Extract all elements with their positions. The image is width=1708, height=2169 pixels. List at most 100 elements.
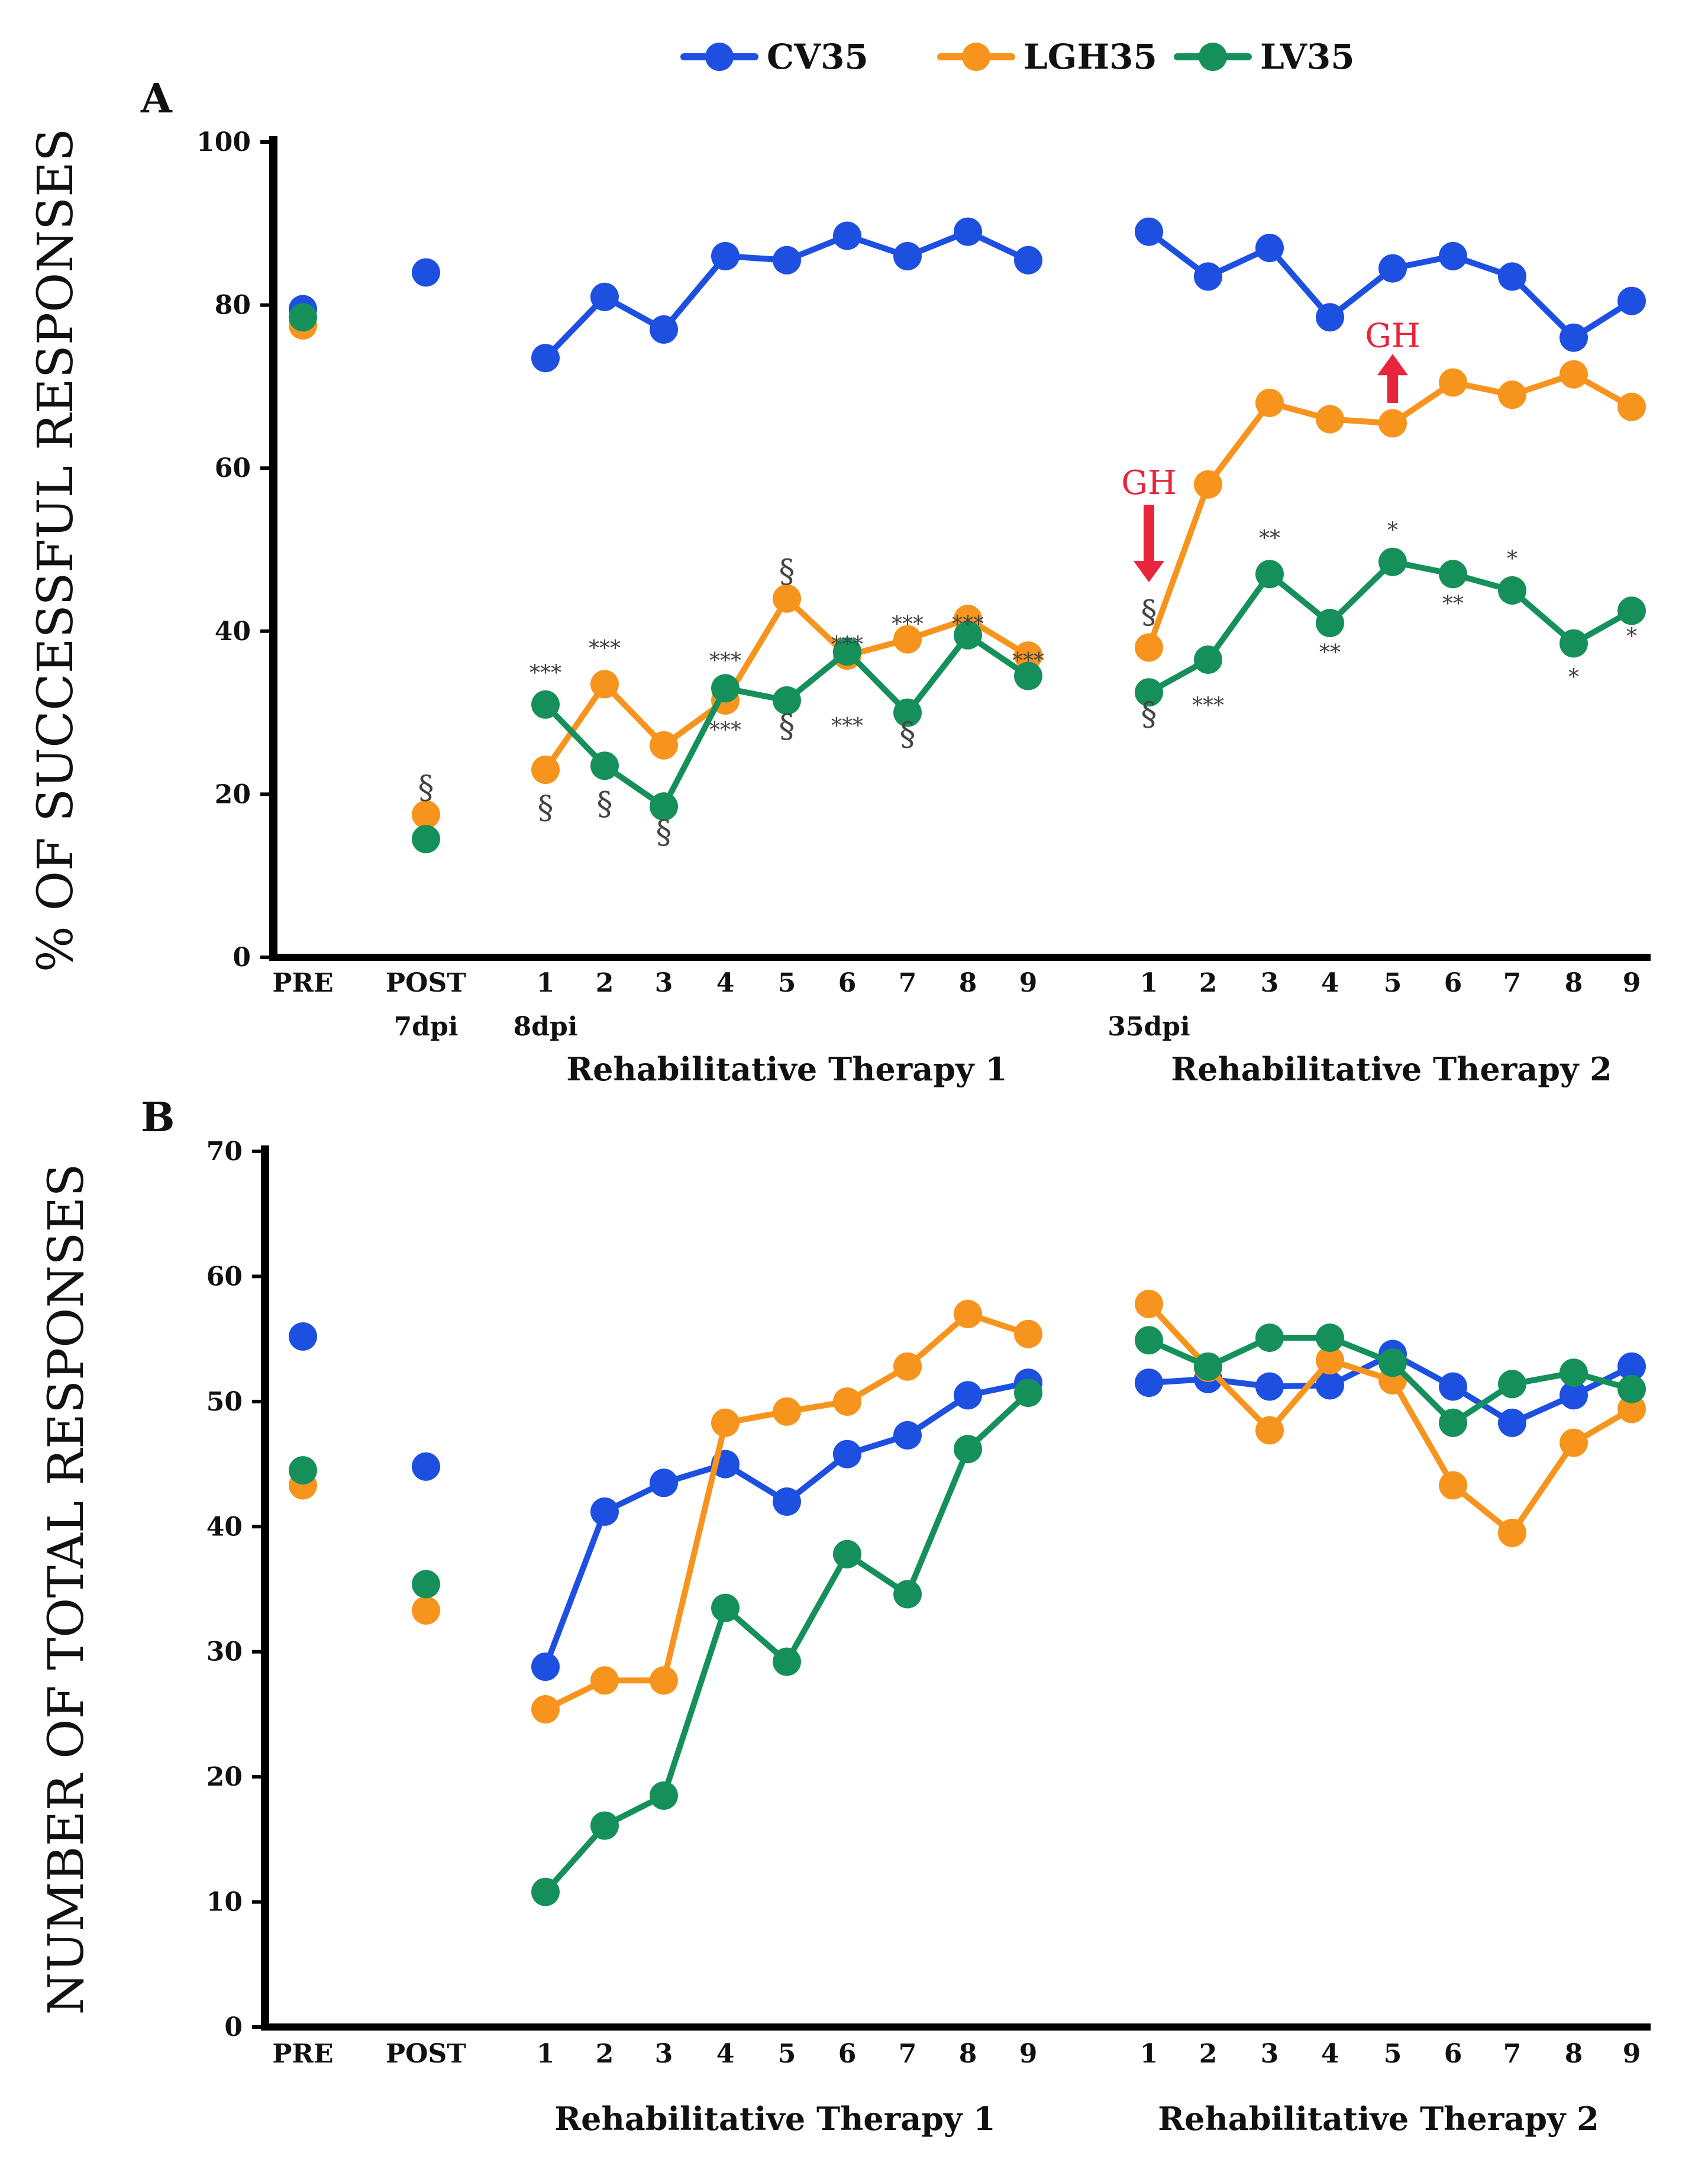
panel-b-x-tick-label: 2 — [1199, 2039, 1218, 2069]
panel-b-series-lv35-point — [1498, 1370, 1526, 1399]
panel-b-series-lv35-point — [1194, 1352, 1222, 1381]
panel-a-series-lv35-point — [1439, 560, 1467, 589]
panel-b-group-label: Rehabilitative Therapy 1 — [554, 2100, 995, 2138]
panel-a-y-tick-label: 0 — [233, 943, 251, 973]
panel-a-series-lv35-point — [590, 751, 619, 780]
panel-a-series-cv35-point — [531, 344, 560, 373]
panel-b-series-lgh35-point — [833, 1387, 861, 1416]
panel-a-group-label: Rehabilitative Therapy 1 — [566, 1050, 1007, 1088]
panel-a-section-mark: § — [900, 716, 916, 753]
panel-a-series-cv35-point — [1439, 241, 1467, 270]
panel-b-series-lv35-point — [1135, 1326, 1163, 1355]
panel-b-series-cv35-point — [954, 1381, 982, 1410]
panel-b-y-tick-label: 10 — [206, 1887, 243, 1918]
panel-b-x-tick-label: 9 — [1019, 2039, 1038, 2069]
panel-a-letter: A — [140, 75, 173, 122]
panel-a-y-tick-label: 60 — [215, 453, 251, 483]
panel-a-significance-label: *** — [952, 612, 984, 637]
panel-b-series-cv35-point — [412, 1452, 440, 1481]
panel-a-x-tick-label: 5 — [1384, 968, 1402, 998]
panel-a-series-cv35-point — [1194, 262, 1222, 291]
panel-b-series-lgh35-point — [1617, 1395, 1646, 1424]
panel-a-series-lv35-point — [893, 698, 922, 727]
panel-a-x-tick-label: 1 — [1140, 968, 1158, 998]
panel-a-x-sublabel: 35dpi — [1108, 1012, 1190, 1042]
panel-b-y-tick-label: 60 — [206, 1261, 243, 1292]
panel-a-series-lgh35-point — [1560, 360, 1588, 389]
panel-a-gh-arrow-up-icon — [1377, 354, 1408, 376]
panel-b-x-tick-label: 3 — [655, 2039, 673, 2069]
panel-b-y-axis-title: NUMBER OF TOTAL RESPONSES — [38, 1164, 95, 2015]
panel-b-series-cv35-point — [833, 1439, 861, 1468]
panel-b-series-lv35-point — [1255, 1324, 1284, 1352]
panel-b-series-lv35-point — [1014, 1379, 1042, 1408]
panel-b-x-tick-label: 9 — [1623, 2039, 1641, 2069]
panel-a-x-tick-label: 6 — [1444, 968, 1462, 998]
panel-a-section-mark: § — [656, 814, 672, 851]
panel-b-x-tick-label: 6 — [1444, 2039, 1462, 2069]
panel-b-y-tick-label: 70 — [206, 1137, 243, 1167]
panel-a-series-cv35-point — [711, 241, 740, 270]
panel-a-series-lv35-point — [833, 637, 861, 666]
panel-a-series-lv35-point — [412, 825, 440, 854]
legend-label-lgh35: LGH35 — [1023, 37, 1157, 77]
panel-b-series-cv35-point — [1560, 1381, 1588, 1410]
panel-a-series-cv35-point — [1617, 286, 1646, 315]
panel-a-significance-label: *** — [892, 612, 924, 637]
panel-b-series-lv35-point — [531, 1877, 560, 1906]
panel-a-gh-arrow-down-icon — [1134, 561, 1164, 583]
panel-b-series-lgh35-point — [954, 1299, 982, 1328]
panel-b-series-lv35-point — [893, 1580, 922, 1609]
panel-a-series-lv35-point — [531, 690, 560, 719]
panel-a-x-tick-label: 7 — [1503, 968, 1522, 998]
panel-b-series-lgh35-point — [531, 1695, 560, 1723]
panel-a-x-tick-label: 6 — [838, 968, 857, 998]
panel-a-significance-label: * — [1387, 518, 1398, 543]
panel-a-series-lv35-point — [1194, 645, 1222, 674]
legend-marker-lv35 — [1199, 43, 1227, 71]
panel-b-series-cv35-point — [773, 1487, 801, 1516]
panel-b-y-tick-label: 0 — [224, 2012, 243, 2042]
panel-b-series-lgh35-point — [711, 1408, 740, 1437]
panel-a-significance-label: *** — [709, 718, 741, 743]
panel-b-series-lv35-point — [833, 1539, 861, 1568]
panel-b-x-tick-label: 1 — [1140, 2039, 1158, 2069]
panel-b-series-cv35-point — [531, 1652, 560, 1681]
panel-a-series-lgh35-point — [1439, 368, 1467, 397]
legend-marker-lgh35 — [962, 43, 990, 71]
panel-a-significance-label: *** — [831, 714, 863, 738]
panel-a-significance-label: *** — [1012, 649, 1044, 673]
panel-a-series-cv35-point — [1498, 262, 1526, 291]
panel-b-x-tick-label: PRE — [272, 2039, 333, 2069]
panel-a-x-tick-label: 5 — [778, 968, 796, 998]
panel-a-series-lgh35-point — [1194, 470, 1222, 499]
panel-b-series-cv35-point — [650, 1468, 678, 1497]
panel-a-series-cv35-point — [650, 315, 678, 344]
panel-b-x-tick-label: 4 — [716, 2039, 735, 2069]
panel-a-series-lgh35-point — [650, 731, 678, 760]
panel-a-series-lgh35-point — [1316, 405, 1344, 434]
panel-a-series-lv35-point — [1014, 661, 1042, 690]
panel-a-significance-label: * — [1507, 547, 1517, 572]
panel-a-gh-arrow-shaft — [1144, 505, 1154, 563]
panel-b-series-cv35-point — [1498, 1408, 1526, 1437]
panel-a-series-cv35-point — [1378, 254, 1407, 283]
panel-a-section-mark: § — [779, 553, 795, 590]
panel-a-series-cv35-point — [893, 241, 922, 270]
panel-b-x-tick-label: 6 — [838, 2039, 857, 2069]
panel-a-series-lv35-point — [1560, 629, 1588, 658]
panel-a-x-tick-label: 4 — [1321, 968, 1339, 998]
panel-a-significance-label: * — [1568, 665, 1579, 689]
panel-b-series-lv35-point — [773, 1647, 801, 1676]
panel-b-series-lgh35-point — [1498, 1518, 1526, 1547]
panel-b-series-lv35-point — [289, 1456, 317, 1485]
panel-b: B NUMBER OF TOTAL RESPONSES 0 10 20 30 40 50 60… — [38, 1094, 1651, 2138]
panel-a-x-tick-label: 4 — [716, 968, 735, 998]
panel-a-section-mark: § — [538, 789, 554, 827]
panel-a-y-tick-label: 80 — [215, 291, 251, 321]
panel-a-series-lgh35-point — [773, 584, 801, 613]
panel-a-series-cv35-point — [833, 221, 861, 250]
panel-a-section-mark: § — [597, 785, 613, 822]
panel-a-significance-label: ** — [1319, 641, 1341, 665]
